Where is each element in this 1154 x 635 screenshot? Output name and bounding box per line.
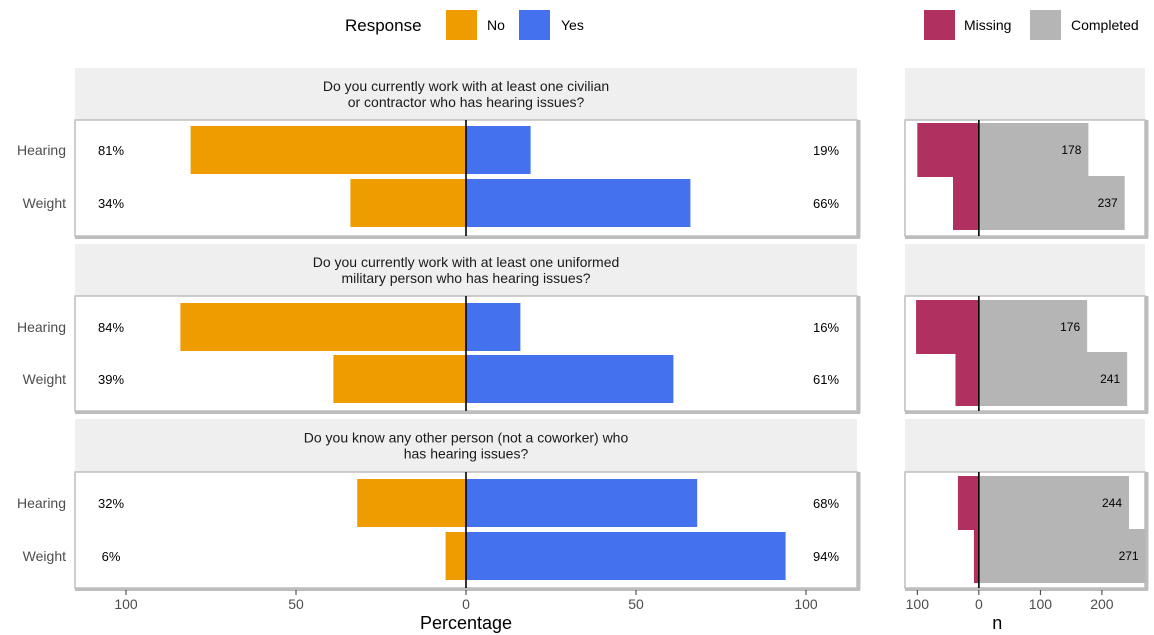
yes-pct-label: 68% xyxy=(813,496,839,511)
completed-count-label: 241 xyxy=(1100,372,1120,386)
bar-completed xyxy=(978,176,1125,230)
legend-label-missing: Missing xyxy=(964,17,1011,33)
bar-yes xyxy=(466,126,531,174)
no-pct-label: 34% xyxy=(98,196,124,211)
bar-missing xyxy=(973,529,979,583)
legend-label-completed: Completed xyxy=(1071,17,1139,33)
row-label: Hearing xyxy=(17,319,66,335)
panel-title: Do you know any other person (not a cowo… xyxy=(304,430,629,462)
row-label: Weight xyxy=(23,548,66,564)
no-pct-label: 81% xyxy=(98,143,124,158)
panel-strip xyxy=(75,244,857,296)
x-tick-label: 100 xyxy=(794,596,818,612)
yes-pct-label: 94% xyxy=(813,549,839,564)
bar-missing xyxy=(957,476,979,530)
legend-label-yes: Yes xyxy=(561,17,584,33)
x-tick-label: 100 xyxy=(1029,596,1053,612)
completed-count-label: 271 xyxy=(1119,549,1139,563)
completed-count-label: 237 xyxy=(1098,196,1118,210)
percentage-chart: Do you currently work with at least one … xyxy=(17,68,861,633)
legend-swatch-missing xyxy=(924,10,955,40)
row-label: Weight xyxy=(23,371,66,387)
legend-swatch-yes xyxy=(519,10,550,40)
bar-completed xyxy=(978,300,1088,354)
legend-swatch-no xyxy=(446,10,477,40)
row-label: Weight xyxy=(23,195,66,211)
panel-1: Do you currently work with at least one … xyxy=(17,68,861,239)
completed-count-label: 178 xyxy=(1061,143,1081,157)
x-axis-title: Percentage xyxy=(420,613,512,633)
legend-response-title: Response xyxy=(345,16,422,35)
bar-yes xyxy=(466,303,521,351)
x-axis-title: n xyxy=(992,613,1002,633)
panel-strip xyxy=(75,419,857,472)
percentage-x-axis: 100 50 0 50 100 Percentage xyxy=(114,590,818,633)
count-chart: 178 237 176 241 244 271 100 0 100 200 n xyxy=(904,68,1149,633)
x-tick-label: 0 xyxy=(462,596,470,612)
bar-no xyxy=(180,303,466,351)
bar-no xyxy=(357,479,466,527)
x-tick-label: 50 xyxy=(288,596,304,612)
x-tick-label: 100 xyxy=(906,596,930,612)
no-pct-label: 84% xyxy=(98,320,124,335)
yes-pct-label: 16% xyxy=(813,320,839,335)
no-pct-label: 39% xyxy=(98,372,124,387)
completed-count-label: 244 xyxy=(1102,496,1122,510)
completed-count-label: 176 xyxy=(1060,320,1080,334)
legend: Response No Yes Missing Completed xyxy=(345,10,1139,40)
panel-2: Do you currently work with at least one … xyxy=(17,244,861,414)
x-tick-label: 100 xyxy=(114,596,138,612)
no-pct-label: 6% xyxy=(102,549,121,564)
bar-completed xyxy=(978,529,1146,583)
panel-strip xyxy=(905,68,1145,120)
row-label: Hearing xyxy=(17,495,66,511)
count-panel-3: 244 271 xyxy=(904,419,1149,591)
bar-no xyxy=(445,532,466,580)
bar-missing xyxy=(916,300,979,354)
bar-no xyxy=(190,126,466,174)
no-pct-label: 32% xyxy=(98,496,124,511)
bar-missing xyxy=(955,352,979,406)
panel-strip xyxy=(905,244,1145,296)
panel-3: Do you know any other person (not a cowo… xyxy=(17,419,861,591)
bar-no xyxy=(333,355,466,403)
yes-pct-label: 66% xyxy=(813,196,839,211)
x-tick-label: 200 xyxy=(1090,596,1114,612)
row-label: Hearing xyxy=(17,142,66,158)
bar-yes xyxy=(466,179,691,227)
yes-pct-label: 19% xyxy=(813,143,839,158)
legend-swatch-completed xyxy=(1030,10,1061,40)
count-panel-1: 178 237 xyxy=(904,68,1149,239)
bar-yes xyxy=(466,355,674,403)
count-panel-2: 176 241 xyxy=(904,244,1149,414)
x-tick-label: 50 xyxy=(628,596,644,612)
bar-yes xyxy=(466,479,698,527)
panel-strip xyxy=(75,68,857,120)
panel-title: Do you currently work with at least one … xyxy=(323,78,609,110)
count-x-axis: 100 0 100 200 n xyxy=(906,590,1114,633)
yes-pct-label: 61% xyxy=(813,372,839,387)
x-tick-label: 0 xyxy=(975,596,983,612)
bar-completed xyxy=(978,352,1128,406)
bar-completed xyxy=(978,476,1129,530)
panel-title: Do you currently work with at least one … xyxy=(313,254,620,286)
bar-no xyxy=(350,179,466,227)
bar-missing xyxy=(917,123,979,177)
bar-completed xyxy=(978,123,1089,177)
panel-strip xyxy=(905,419,1145,472)
legend-label-no: No xyxy=(487,17,505,33)
bar-yes xyxy=(466,532,786,580)
bar-missing xyxy=(953,176,979,230)
